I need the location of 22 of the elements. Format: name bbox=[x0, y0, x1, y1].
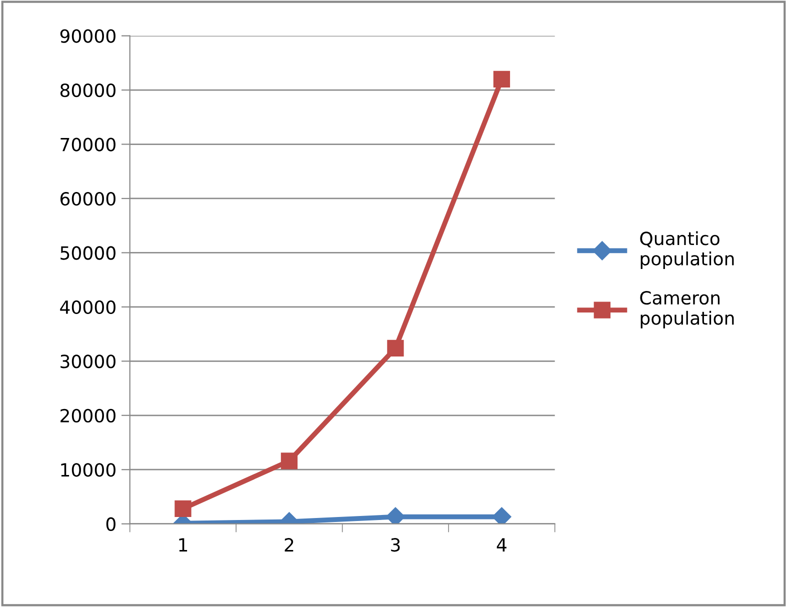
legend-label: Cameron population bbox=[640, 290, 734, 328]
y-tick-label: 40000 bbox=[60, 300, 116, 314]
y-tick-label: 60000 bbox=[60, 192, 116, 206]
x-tick-label: 2 bbox=[284, 538, 294, 552]
y-tick-label: 30000 bbox=[60, 354, 116, 368]
y-tick-label: 70000 bbox=[60, 138, 116, 152]
point bbox=[387, 340, 404, 356]
x-tick-label: 4 bbox=[496, 538, 506, 552]
y-tick-label: 20000 bbox=[60, 408, 116, 423]
point bbox=[174, 500, 192, 517]
x-tick-label: 3 bbox=[391, 538, 400, 552]
point bbox=[492, 507, 512, 524]
y-tick-label: 80000 bbox=[60, 83, 116, 98]
point bbox=[493, 70, 510, 88]
y-tick-label: 10000 bbox=[61, 463, 116, 477]
point bbox=[386, 507, 405, 524]
y-tick-label: 50000 bbox=[60, 246, 116, 260]
y-tick-label: 90000 bbox=[60, 29, 116, 43]
legend-label: Quantico population bbox=[640, 231, 734, 269]
x-tick-label: 1 bbox=[179, 538, 188, 552]
y-tick-label: 0 bbox=[106, 517, 116, 531]
point bbox=[280, 452, 298, 470]
